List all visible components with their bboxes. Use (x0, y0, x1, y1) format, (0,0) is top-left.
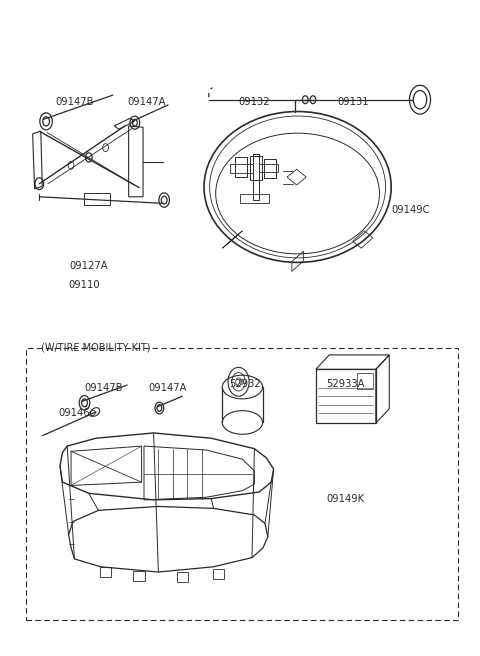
Text: 09147B: 09147B (84, 383, 122, 394)
Text: 09127A: 09127A (70, 260, 108, 271)
Bar (213, 569, 224, 579)
Bar (357, 373, 373, 389)
Text: 52932: 52932 (229, 379, 261, 389)
Text: 09147A: 09147A (149, 383, 187, 394)
Bar (84, 193, 110, 205)
Text: (W/TIRE MOBILITY KIT): (W/TIRE MOBILITY KIT) (41, 342, 150, 352)
Text: 09146: 09146 (59, 408, 90, 419)
Text: 09132: 09132 (239, 96, 270, 107)
Text: 09149K: 09149K (326, 493, 365, 504)
Text: 09147A: 09147A (127, 96, 166, 107)
Text: 09110: 09110 (68, 280, 100, 291)
Text: 09149C: 09149C (391, 205, 430, 215)
Text: 52933A: 52933A (326, 379, 365, 389)
Text: 09131: 09131 (337, 96, 369, 107)
Bar (316, 369, 376, 423)
Bar (177, 572, 188, 582)
Text: 09147B: 09147B (55, 96, 94, 107)
Bar (26, 348, 458, 620)
Bar (133, 571, 145, 581)
Bar (100, 567, 111, 577)
